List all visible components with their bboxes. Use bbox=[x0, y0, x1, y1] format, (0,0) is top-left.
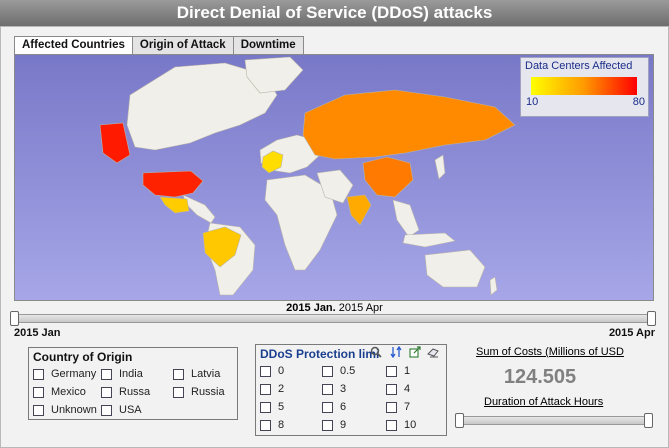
slider-max-label: 2015 Apr bbox=[608, 327, 655, 339]
duration-left-handle[interactable] bbox=[455, 413, 464, 428]
checkbox-germany[interactable]: Germany bbox=[33, 368, 96, 380]
time-range-label: 2015 Jan. 2015 Apr bbox=[0, 302, 669, 314]
map-alaska[interactable] bbox=[99, 122, 131, 164]
checkbox-protection-8[interactable]: 8 bbox=[260, 419, 284, 431]
checkbox-usa[interactable]: USA bbox=[101, 404, 142, 416]
checkbox-mexico[interactable]: Mexico bbox=[33, 386, 86, 398]
checkbox-russia[interactable]: Russia bbox=[173, 386, 225, 398]
ddos-protection-panel: DDoS Protection limi 0 0.5 1 2 3 4 5 6 7… bbox=[255, 344, 447, 436]
legend-max: 80 bbox=[632, 96, 645, 108]
sort-icon[interactable] bbox=[390, 346, 402, 358]
checkbox-protection-0[interactable]: 0 bbox=[260, 365, 284, 377]
country-of-origin-title: Country of Origin bbox=[33, 350, 133, 364]
map-china[interactable] bbox=[362, 156, 414, 198]
checkbox-unknown[interactable]: Unknown bbox=[33, 404, 97, 416]
map-mexico[interactable] bbox=[159, 196, 190, 214]
map-new-zealand[interactable] bbox=[489, 276, 498, 296]
legend-gradient-bar bbox=[531, 77, 637, 95]
checkbox-protection-6[interactable]: 6 bbox=[322, 401, 346, 413]
country-of-origin-panel: Country of Origin Germany India Latvia M… bbox=[28, 347, 238, 420]
checkbox-protection-3[interactable]: 3 bbox=[322, 383, 346, 395]
map-japan[interactable] bbox=[434, 154, 446, 180]
duration-slider[interactable] bbox=[455, 413, 653, 428]
eraser-icon[interactable] bbox=[427, 346, 439, 358]
checkbox-protection-10[interactable]: 10 bbox=[386, 419, 416, 431]
checkbox-protection-1[interactable]: 1 bbox=[386, 365, 410, 377]
checkbox-protection-7[interactable]: 7 bbox=[386, 401, 410, 413]
map-brazil[interactable] bbox=[202, 226, 242, 268]
map-indonesia[interactable] bbox=[402, 232, 456, 248]
map-southeast-asia[interactable] bbox=[392, 199, 420, 238]
checkbox-protection-4[interactable]: 4 bbox=[386, 383, 410, 395]
checkbox-protection-9[interactable]: 9 bbox=[322, 419, 346, 431]
legend-min: 10 bbox=[526, 96, 539, 108]
checkbox-protection-2[interactable]: 2 bbox=[260, 383, 284, 395]
time-range-end: 2015 Apr bbox=[338, 302, 383, 314]
map-europe[interactable] bbox=[261, 150, 284, 174]
page-title: Direct Denial of Service (DDoS) attacks bbox=[0, 0, 669, 26]
map-middle-east[interactable] bbox=[316, 169, 354, 204]
map-australia[interactable] bbox=[424, 249, 486, 288]
ddos-protection-title: DDoS Protection limi bbox=[260, 347, 380, 361]
slider-left-handle[interactable] bbox=[10, 311, 19, 326]
cost-value: 124.505 bbox=[503, 366, 577, 388]
time-range-start: 2015 Jan. bbox=[286, 302, 336, 314]
map-india[interactable] bbox=[346, 194, 372, 226]
checkbox-russa[interactable]: Russa bbox=[101, 386, 150, 398]
world-map-svg bbox=[99, 56, 516, 296]
map-russia[interactable] bbox=[302, 89, 516, 160]
tab-bar: Affected Countries Origin of Attack Down… bbox=[14, 36, 304, 55]
time-range-slider[interactable] bbox=[10, 311, 656, 326]
export-icon[interactable] bbox=[409, 346, 421, 358]
map-usa[interactable] bbox=[142, 170, 204, 198]
slider-right-handle[interactable] bbox=[647, 311, 656, 326]
checkbox-protection-0-5[interactable]: 0.5 bbox=[322, 365, 355, 377]
tab-downtime[interactable]: Downtime bbox=[232, 36, 304, 54]
tab-affected-countries[interactable]: Affected Countries bbox=[14, 36, 133, 55]
slider-min-label: 2015 Jan bbox=[14, 327, 61, 339]
duration-right-handle[interactable] bbox=[644, 413, 653, 428]
tab-origin-of-attack[interactable]: Origin of Attack bbox=[131, 36, 234, 54]
cost-title: Sum of Costs (Millions of USD bbox=[476, 346, 624, 358]
checkbox-india[interactable]: India bbox=[101, 368, 143, 380]
map-canada[interactable] bbox=[126, 62, 278, 151]
map-greenland[interactable] bbox=[244, 56, 304, 94]
color-legend: Data Centers Affected 10 80 bbox=[520, 57, 649, 117]
duration-title: Duration of Attack Hours bbox=[484, 396, 604, 408]
legend-title: Data Centers Affected bbox=[525, 60, 633, 72]
search-icon[interactable] bbox=[370, 346, 382, 358]
checkbox-protection-5[interactable]: 5 bbox=[260, 401, 284, 413]
checkbox-latvia[interactable]: Latvia bbox=[173, 368, 220, 380]
